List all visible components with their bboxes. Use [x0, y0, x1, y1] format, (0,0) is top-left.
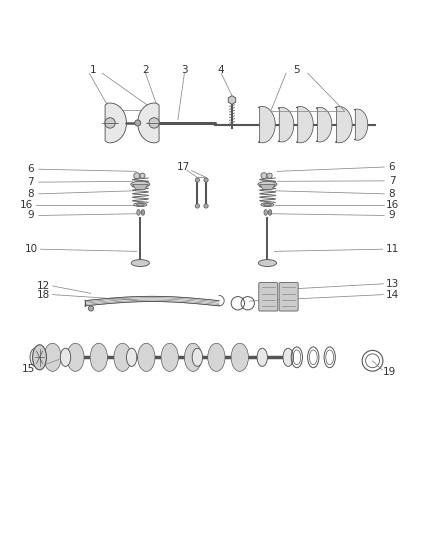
Ellipse shape	[131, 260, 149, 266]
Text: 8: 8	[28, 189, 34, 199]
Text: 12: 12	[37, 281, 50, 291]
Circle shape	[204, 204, 208, 208]
Ellipse shape	[261, 203, 274, 207]
Ellipse shape	[134, 203, 147, 207]
Text: 14: 14	[385, 289, 399, 300]
Ellipse shape	[257, 348, 268, 366]
Ellipse shape	[192, 348, 202, 366]
Polygon shape	[278, 107, 294, 142]
Text: 16: 16	[385, 200, 399, 209]
Text: 3: 3	[181, 64, 188, 75]
Circle shape	[204, 178, 208, 182]
Text: 17: 17	[177, 162, 190, 172]
Polygon shape	[296, 107, 313, 143]
Ellipse shape	[127, 348, 137, 366]
Text: 11: 11	[385, 244, 399, 254]
Text: 1: 1	[90, 64, 97, 75]
Text: 9: 9	[389, 211, 395, 221]
Ellipse shape	[30, 348, 40, 366]
Ellipse shape	[264, 204, 271, 206]
Ellipse shape	[138, 343, 155, 372]
Circle shape	[149, 118, 159, 128]
Ellipse shape	[137, 209, 140, 215]
Polygon shape	[316, 107, 332, 142]
Ellipse shape	[131, 181, 150, 188]
Text: 8: 8	[389, 189, 395, 199]
Circle shape	[134, 120, 141, 126]
Text: 13: 13	[385, 279, 399, 289]
Text: 6: 6	[28, 164, 34, 174]
Polygon shape	[335, 107, 352, 143]
Polygon shape	[354, 109, 368, 140]
Polygon shape	[133, 184, 148, 190]
Text: 7: 7	[389, 176, 395, 186]
Polygon shape	[260, 184, 275, 190]
Text: 19: 19	[383, 367, 396, 377]
Ellipse shape	[90, 343, 107, 372]
Circle shape	[195, 178, 200, 182]
Text: 10: 10	[25, 244, 38, 254]
Text: 2: 2	[142, 64, 149, 75]
Ellipse shape	[258, 260, 276, 266]
Circle shape	[195, 204, 200, 208]
Ellipse shape	[32, 345, 46, 370]
Circle shape	[134, 173, 140, 179]
Text: 5: 5	[293, 64, 300, 75]
Text: 16: 16	[20, 200, 33, 209]
Ellipse shape	[114, 343, 131, 372]
Text: 7: 7	[28, 177, 34, 187]
Text: 9: 9	[28, 211, 34, 221]
Polygon shape	[138, 103, 159, 143]
Ellipse shape	[264, 209, 268, 215]
Circle shape	[267, 173, 272, 178]
Ellipse shape	[231, 343, 248, 372]
FancyBboxPatch shape	[259, 282, 278, 311]
FancyBboxPatch shape	[279, 282, 298, 311]
Text: 15: 15	[22, 365, 35, 374]
Text: 18: 18	[37, 289, 50, 300]
Circle shape	[140, 173, 145, 178]
Ellipse shape	[67, 343, 84, 372]
Polygon shape	[258, 107, 275, 143]
Ellipse shape	[283, 348, 293, 366]
Circle shape	[105, 118, 115, 128]
Circle shape	[88, 306, 94, 311]
Ellipse shape	[141, 209, 145, 215]
Ellipse shape	[268, 209, 272, 215]
Ellipse shape	[60, 348, 71, 366]
Text: 4: 4	[218, 64, 224, 75]
Polygon shape	[105, 103, 127, 143]
Ellipse shape	[184, 343, 202, 372]
Text: 6: 6	[389, 162, 395, 172]
Ellipse shape	[44, 343, 61, 372]
Circle shape	[261, 173, 267, 179]
Ellipse shape	[258, 181, 277, 188]
Ellipse shape	[161, 343, 178, 372]
Ellipse shape	[136, 204, 144, 206]
Ellipse shape	[208, 343, 225, 372]
Polygon shape	[228, 96, 236, 104]
